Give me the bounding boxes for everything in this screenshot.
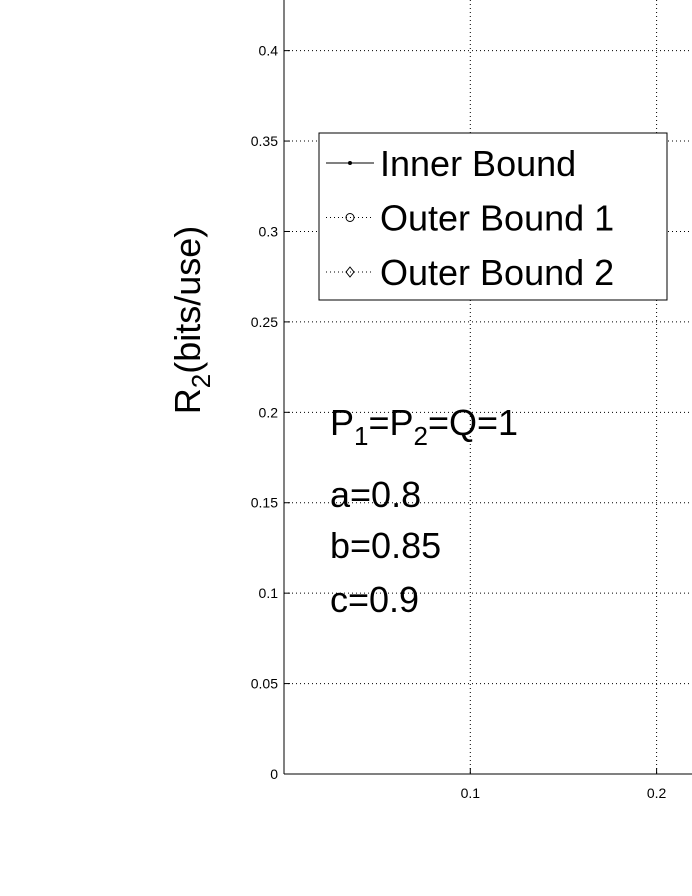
y-tick-label: 0.4 [259, 43, 279, 59]
annotation: b=0.85 [330, 525, 441, 566]
y-tick-label: 0.05 [251, 676, 278, 692]
annotation-part: =Q=1 [428, 402, 518, 443]
annotation-part: P [330, 402, 354, 443]
legend-label: Outer Bound 2 [380, 252, 614, 293]
legend-label: Outer Bound 1 [380, 198, 614, 239]
annotation-part: a=0.8 [330, 474, 421, 515]
annotation-part: b=0.85 [330, 525, 441, 566]
y-tick-label: 0.25 [251, 314, 278, 330]
annotation-part: =P [368, 402, 413, 443]
y-tick-label: 0.3 [259, 223, 279, 239]
annotation-sub: 2 [414, 421, 428, 451]
annotation: a=0.8 [330, 474, 421, 515]
annotation: P1=P2=Q=1 [330, 402, 518, 451]
legend-label: Inner Bound [380, 143, 576, 184]
y-label-part: (bits/use) [167, 226, 208, 374]
y-axis-label: R2(bits/use) [167, 226, 216, 415]
x-tick-label: 0.2 [647, 785, 667, 801]
y-label-sub: 2 [186, 374, 216, 388]
legend-box [318, 132, 668, 301]
y-tick-label: 0.35 [251, 133, 278, 149]
y-tick-label: 0 [270, 766, 278, 782]
x-tick-label: 0.1 [461, 785, 481, 801]
annotation-part: c=0.9 [330, 579, 419, 620]
y-tick-label: 0.2 [259, 404, 279, 420]
marker [345, 266, 355, 278]
marker [345, 213, 355, 222]
y-tick-label: 0.1 [259, 585, 279, 601]
annotation-sub: 1 [354, 421, 368, 451]
marker [348, 161, 352, 165]
y-tick-label: 0.15 [251, 495, 278, 511]
annotation: c=0.9 [330, 579, 419, 620]
y-label-part: R [167, 388, 208, 414]
